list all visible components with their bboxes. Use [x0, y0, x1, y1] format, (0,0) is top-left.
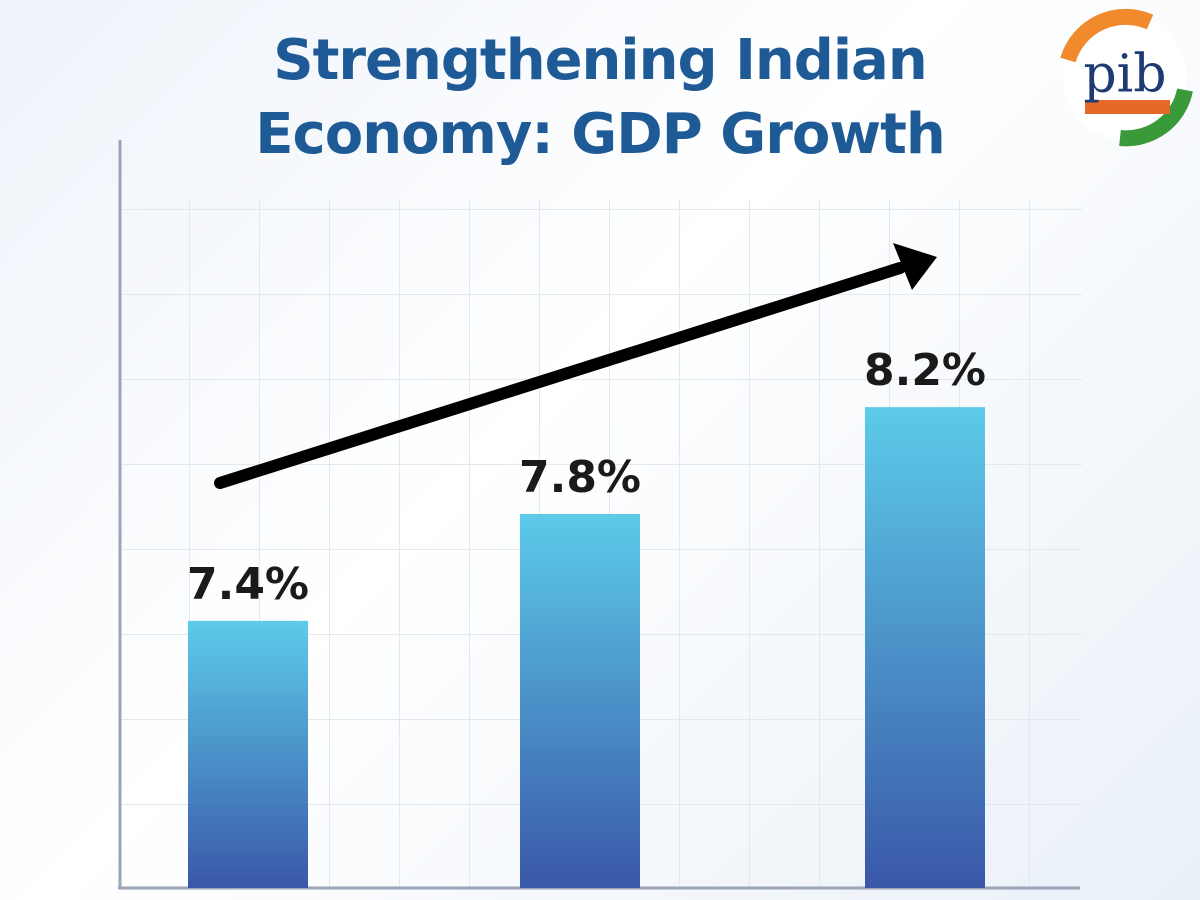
bar — [865, 407, 985, 888]
value-label: 7.8% — [519, 452, 641, 503]
logo-text: pib — [1083, 45, 1166, 105]
logo: pib — [1060, 8, 1193, 147]
chart-title: Strengthening Indian Economy: GDP Growth — [255, 28, 945, 167]
trend-arrow — [214, 243, 937, 489]
bar — [520, 514, 640, 888]
bar — [188, 620, 308, 888]
value-label: 7.4% — [187, 559, 309, 610]
value-label: 8.2% — [864, 345, 986, 396]
